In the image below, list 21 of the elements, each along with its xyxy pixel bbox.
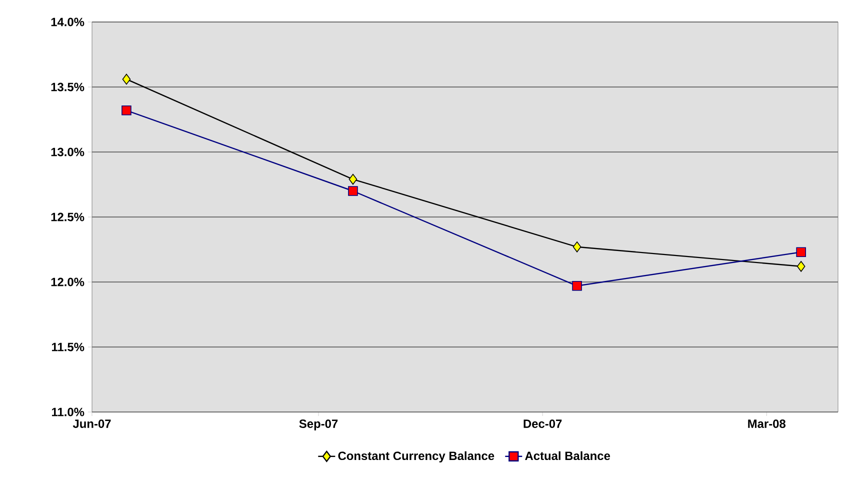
y-tick-label: 14.0%: [51, 18, 84, 26]
point: [572, 281, 582, 291]
y-tick-label: 13.5%: [51, 82, 84, 92]
y-tick-label: 12.0%: [51, 278, 84, 286]
point: [796, 261, 806, 272]
y-tick-label: 11.5%: [52, 342, 84, 352]
point: [348, 174, 358, 185]
point: [122, 106, 132, 116]
x-tick-label: Dec-07: [524, 420, 562, 428]
y-tick-label: 13.0%: [51, 148, 84, 156]
point: [122, 74, 131, 85]
y-tick-label: 12.5%: [51, 212, 84, 222]
point: [572, 242, 582, 252]
point: [348, 186, 358, 196]
y-tick-label: 11.0%: [52, 408, 84, 416]
point: [796, 247, 806, 257]
legend-label: Constant Currency Balance: [338, 451, 494, 462]
x-tick-label: Sep-07: [299, 420, 338, 430]
x-tick-label: Jun-07: [72, 420, 111, 428]
legend-label: Actual Balance: [525, 451, 610, 460]
x-tick-label: Mar-08: [748, 420, 786, 428]
